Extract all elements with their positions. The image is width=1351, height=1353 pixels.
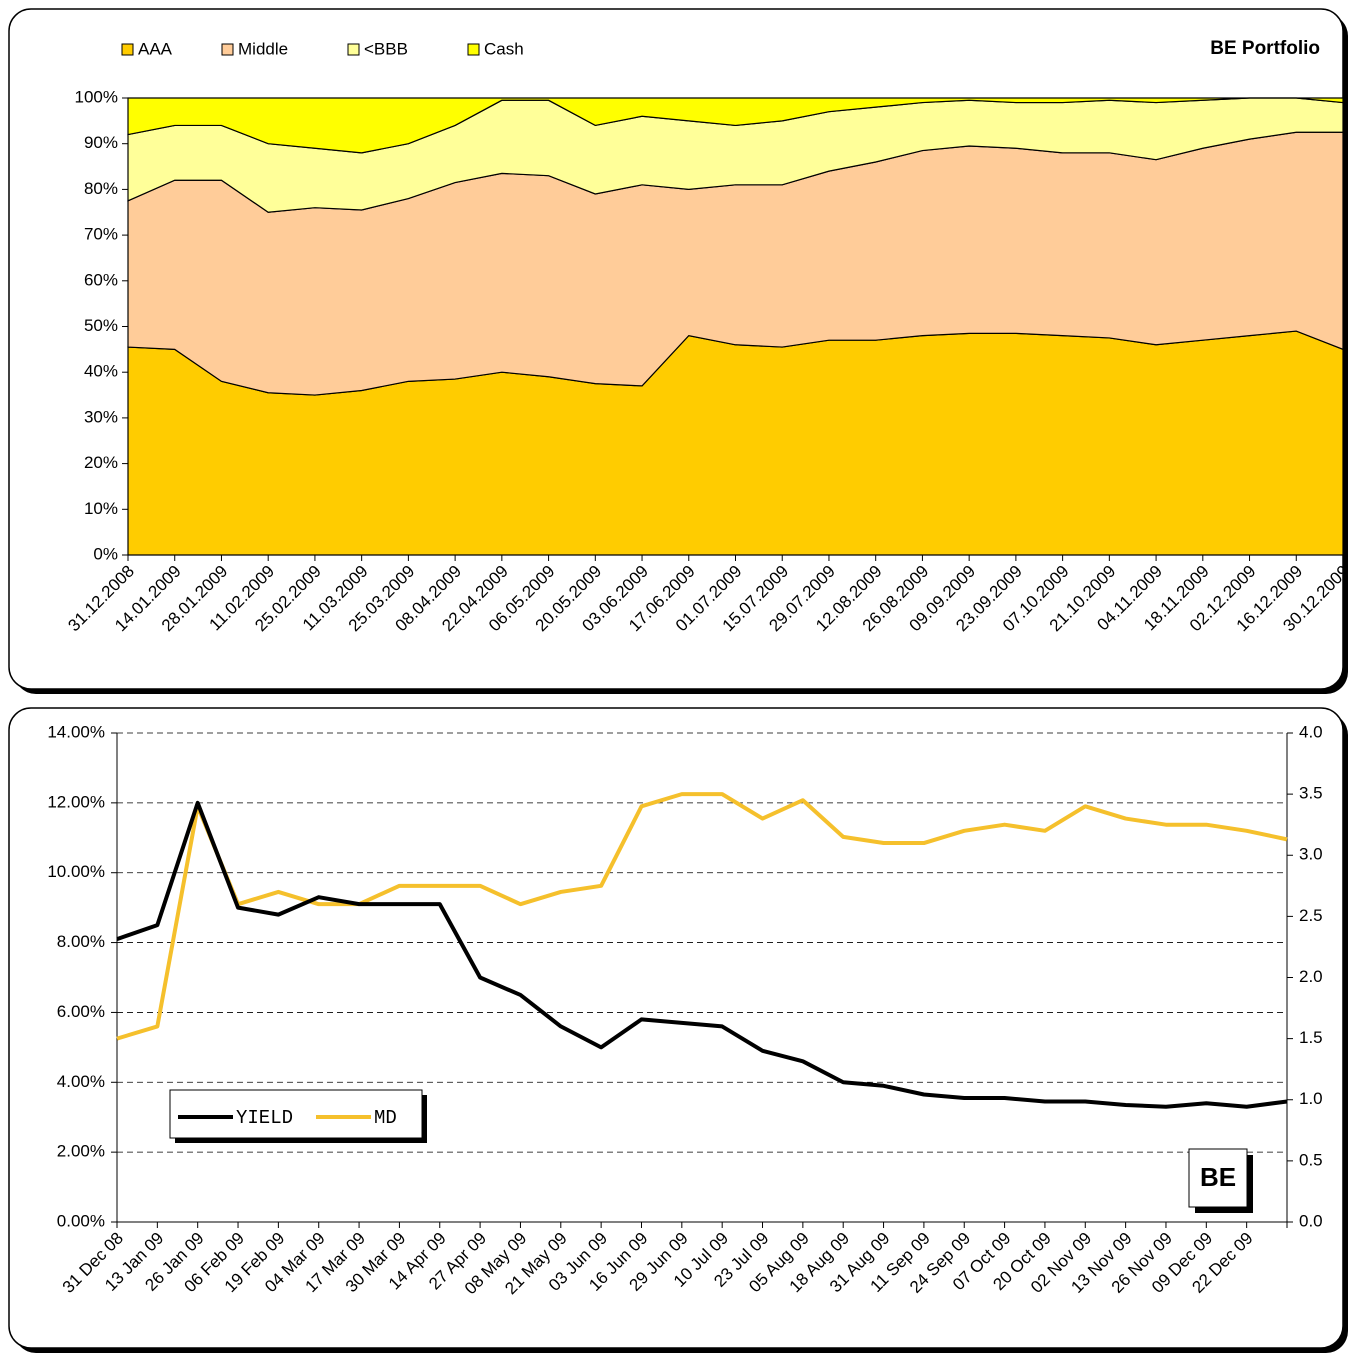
y-tick-label: 0%: [93, 544, 118, 563]
y-tick-label: 40%: [84, 362, 118, 381]
y-tick-label: 90%: [84, 133, 118, 152]
y-tick-label: 10.00%: [47, 862, 105, 881]
area: [127, 97, 1344, 154]
legend-label: Cash: [484, 39, 524, 58]
y2-tick-label: 2.5: [1299, 906, 1323, 925]
legend-box: [169, 1089, 423, 1139]
y2-tick-label: 1.5: [1299, 1028, 1323, 1047]
legend-label: AAA: [138, 39, 173, 58]
y-tick-label: 100%: [75, 87, 118, 106]
legend-swatch: [121, 43, 134, 56]
legend-swatch: [221, 43, 234, 56]
y-tick-label: 6.00%: [57, 1002, 105, 1021]
y-tick-label: 70%: [84, 225, 118, 244]
annotation: BE: [1200, 1162, 1236, 1192]
panel: [8, 707, 1344, 1349]
y-tick-label: 12.00%: [47, 792, 105, 811]
y-tick-label: 10%: [84, 499, 118, 518]
y-tick-label: 14.00%: [47, 722, 105, 741]
y2-tick-label: 1.0: [1299, 1089, 1323, 1108]
y-tick-label: 50%: [84, 316, 118, 335]
legend-label: Middle: [238, 39, 288, 58]
chart-title: BE Portfolio: [1210, 38, 1320, 59]
y-tick-label: 80%: [84, 179, 118, 198]
y-tick-label: 30%: [84, 407, 118, 426]
y-tick-label: 8.00%: [57, 932, 105, 951]
y-tick-label: 20%: [84, 453, 118, 472]
y-tick-label: 4.00%: [57, 1072, 105, 1091]
y-tick-label: 0.00%: [57, 1211, 105, 1230]
legend-swatch: [347, 43, 360, 56]
legend-label: MD: [374, 1107, 397, 1129]
y-tick-label: 60%: [84, 270, 118, 289]
y2-tick-label: 0.5: [1299, 1150, 1323, 1169]
y2-tick-label: 2.0: [1299, 967, 1323, 986]
legend-swatch: [467, 43, 480, 56]
annotation-box: [1188, 1148, 1248, 1208]
y2-tick-label: 3.0: [1299, 845, 1323, 864]
y2-tick-label: 3.5: [1299, 784, 1323, 803]
y2-tick-label: 4.0: [1299, 722, 1323, 741]
legend-label: <BBB: [364, 39, 408, 58]
y-tick-label: 2.00%: [57, 1142, 105, 1161]
legend-label: YIELD: [236, 1107, 293, 1129]
line: [116, 800, 1288, 1109]
y2-tick-label: 0.0: [1299, 1211, 1323, 1230]
